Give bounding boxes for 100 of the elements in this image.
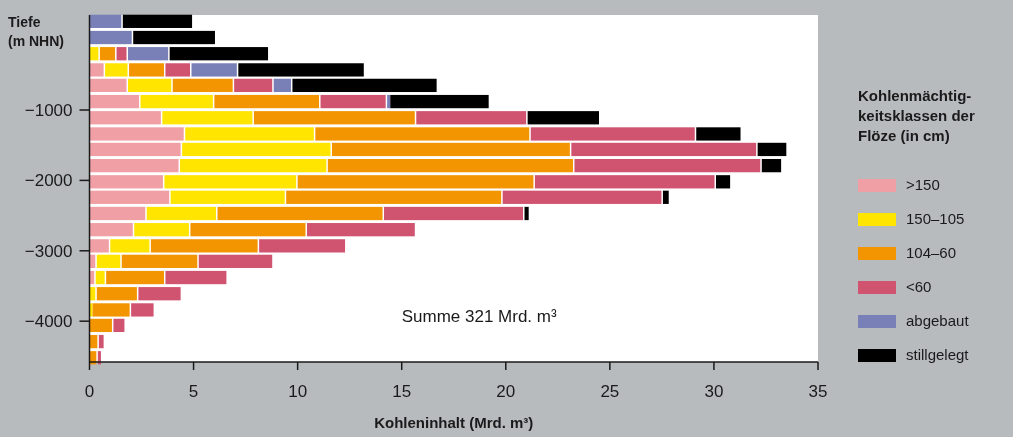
bar (761, 158, 782, 173)
bar (527, 111, 599, 125)
x-tick-label: 0 (84, 382, 95, 401)
legend-label: 150–105 (906, 210, 965, 227)
bar (273, 78, 291, 93)
bar (234, 78, 273, 93)
bar (89, 14, 122, 28)
y-tick-label: −4000 (24, 312, 73, 332)
bar (92, 303, 130, 317)
bar (89, 223, 133, 237)
bar (320, 94, 386, 109)
bar (217, 206, 383, 221)
bar (574, 158, 761, 173)
bar (253, 111, 415, 125)
x-axis-title: Kohleninhalt (Mrd. m³) (374, 414, 534, 431)
bar (89, 63, 104, 77)
bar (165, 270, 227, 285)
x-tick-label: 35 (808, 382, 828, 401)
y-tick-label: −1000 (24, 100, 73, 120)
bar (165, 63, 190, 77)
bar (185, 127, 314, 141)
legend-label: stillgelegt (906, 346, 970, 363)
bar (390, 94, 489, 109)
bar (198, 254, 273, 268)
x-tick-label: 15 (392, 382, 412, 401)
bar (327, 158, 573, 173)
legend-label: 104–60 (906, 244, 957, 261)
bar (99, 47, 116, 61)
bar (89, 318, 112, 333)
bar (128, 47, 169, 61)
legend-label: >150 (906, 176, 940, 193)
bar (292, 78, 437, 93)
bar (106, 270, 164, 285)
legend-label: abgebaut (906, 312, 970, 329)
bar (98, 334, 104, 349)
bar (89, 142, 181, 157)
bar (191, 63, 237, 77)
bar (89, 78, 127, 93)
bar (134, 223, 189, 237)
bar (387, 94, 391, 109)
y-axis-title: Tiefe (m NHN) (8, 14, 64, 49)
bar (89, 239, 109, 253)
bar (89, 30, 132, 45)
bar (214, 94, 320, 109)
bar (110, 239, 150, 253)
bar (534, 175, 715, 189)
bar (182, 142, 331, 157)
bar (162, 111, 253, 125)
x-tick-label: 25 (600, 382, 620, 401)
bar (89, 175, 163, 189)
bar (89, 190, 170, 204)
bar (662, 190, 669, 204)
bar (116, 47, 127, 61)
bar (89, 303, 93, 317)
bar (96, 254, 121, 268)
bar (146, 206, 217, 221)
bar (172, 78, 233, 93)
annotation: Summe 321 Mrd. m³ (401, 307, 557, 326)
bar (121, 254, 198, 268)
x-tick-label: 5 (188, 382, 199, 401)
bar (113, 318, 125, 333)
bar (180, 158, 327, 173)
bar (95, 270, 105, 285)
bar (140, 94, 213, 109)
bar (307, 223, 415, 237)
bar (238, 63, 364, 77)
bar (138, 287, 181, 301)
bar (131, 303, 154, 317)
bar (89, 158, 179, 173)
bar (89, 127, 184, 141)
bar (297, 175, 534, 189)
bar (502, 190, 662, 204)
bar (122, 14, 193, 28)
bar (169, 47, 269, 61)
bar (128, 78, 172, 93)
bar (259, 239, 346, 253)
bar (89, 206, 146, 221)
bar (384, 206, 524, 221)
bar (571, 142, 757, 157)
bar (286, 190, 502, 204)
bar (315, 127, 530, 141)
bar (716, 175, 731, 189)
legend-label: <60 (906, 278, 932, 295)
y-tick-label: −3000 (24, 241, 73, 261)
bar (524, 206, 529, 221)
bar (150, 239, 258, 253)
bar (331, 142, 570, 157)
bar (416, 111, 527, 125)
x-tick-label: 30 (704, 382, 724, 401)
bar (129, 63, 164, 77)
legend-title: Kohlenmächtig-keitsklassen der Flöze (in cm) (858, 87, 975, 144)
bar (105, 63, 128, 77)
bar (164, 175, 297, 189)
x-tick-label: 10 (288, 382, 308, 401)
bar (89, 111, 161, 125)
bar (89, 94, 139, 109)
x-tick-label: 20 (496, 382, 516, 401)
bar (696, 127, 741, 141)
y-tick-label: −2000 (24, 171, 73, 191)
bar (133, 30, 215, 45)
